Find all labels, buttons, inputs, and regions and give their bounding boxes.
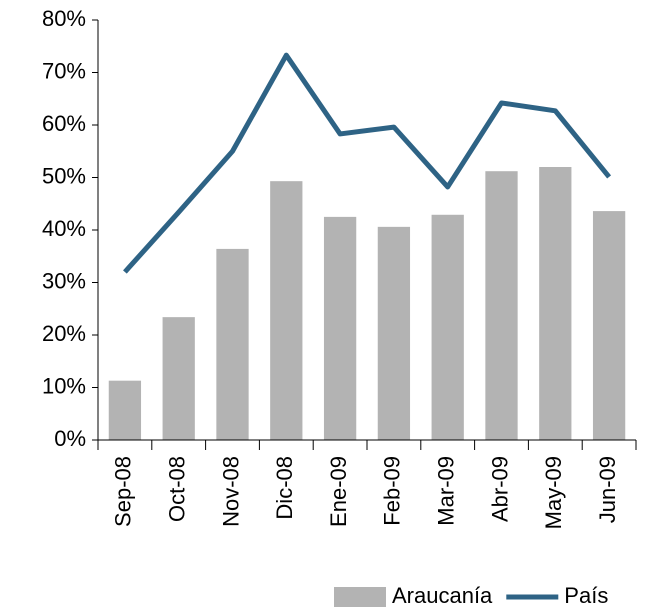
bar	[377, 226, 411, 440]
bar	[216, 248, 249, 440]
y-tick-label: 10%	[42, 373, 86, 398]
y-tick-label: 70%	[42, 58, 86, 83]
x-tick-label: Sep-08	[111, 456, 136, 527]
x-tick-label: Oct-08	[165, 456, 190, 522]
x-tick-label: Nov-08	[218, 456, 243, 527]
bar	[485, 171, 518, 440]
x-tick-label: Abr-09	[487, 456, 512, 522]
x-tick-label: May-09	[541, 456, 566, 529]
x-tick-label: Mar-09	[434, 456, 459, 526]
bar	[270, 181, 303, 441]
y-tick-label: 20%	[42, 321, 86, 346]
bar	[431, 214, 464, 440]
y-tick-label: 50%	[42, 163, 86, 188]
bar	[108, 380, 142, 440]
y-tick-label: 0%	[54, 426, 86, 451]
bar	[592, 211, 626, 440]
y-tick-label: 60%	[42, 111, 86, 136]
x-tick-label: Feb-09	[380, 456, 405, 526]
x-tick-label: Ene-09	[326, 456, 351, 527]
bar	[323, 216, 357, 440]
y-tick-label: 40%	[42, 216, 86, 241]
bar	[162, 317, 195, 440]
bar	[539, 167, 572, 440]
legend-label: País	[564, 583, 608, 608]
y-tick-label: 30%	[42, 268, 86, 293]
legend-swatch	[334, 587, 386, 607]
x-tick-label: Jun-09	[595, 456, 620, 523]
line	[123, 52, 612, 274]
legend-label: Araucanía	[392, 583, 493, 608]
y-tick-label: 80%	[42, 6, 86, 31]
x-tick-label: Dic-08	[272, 456, 297, 520]
